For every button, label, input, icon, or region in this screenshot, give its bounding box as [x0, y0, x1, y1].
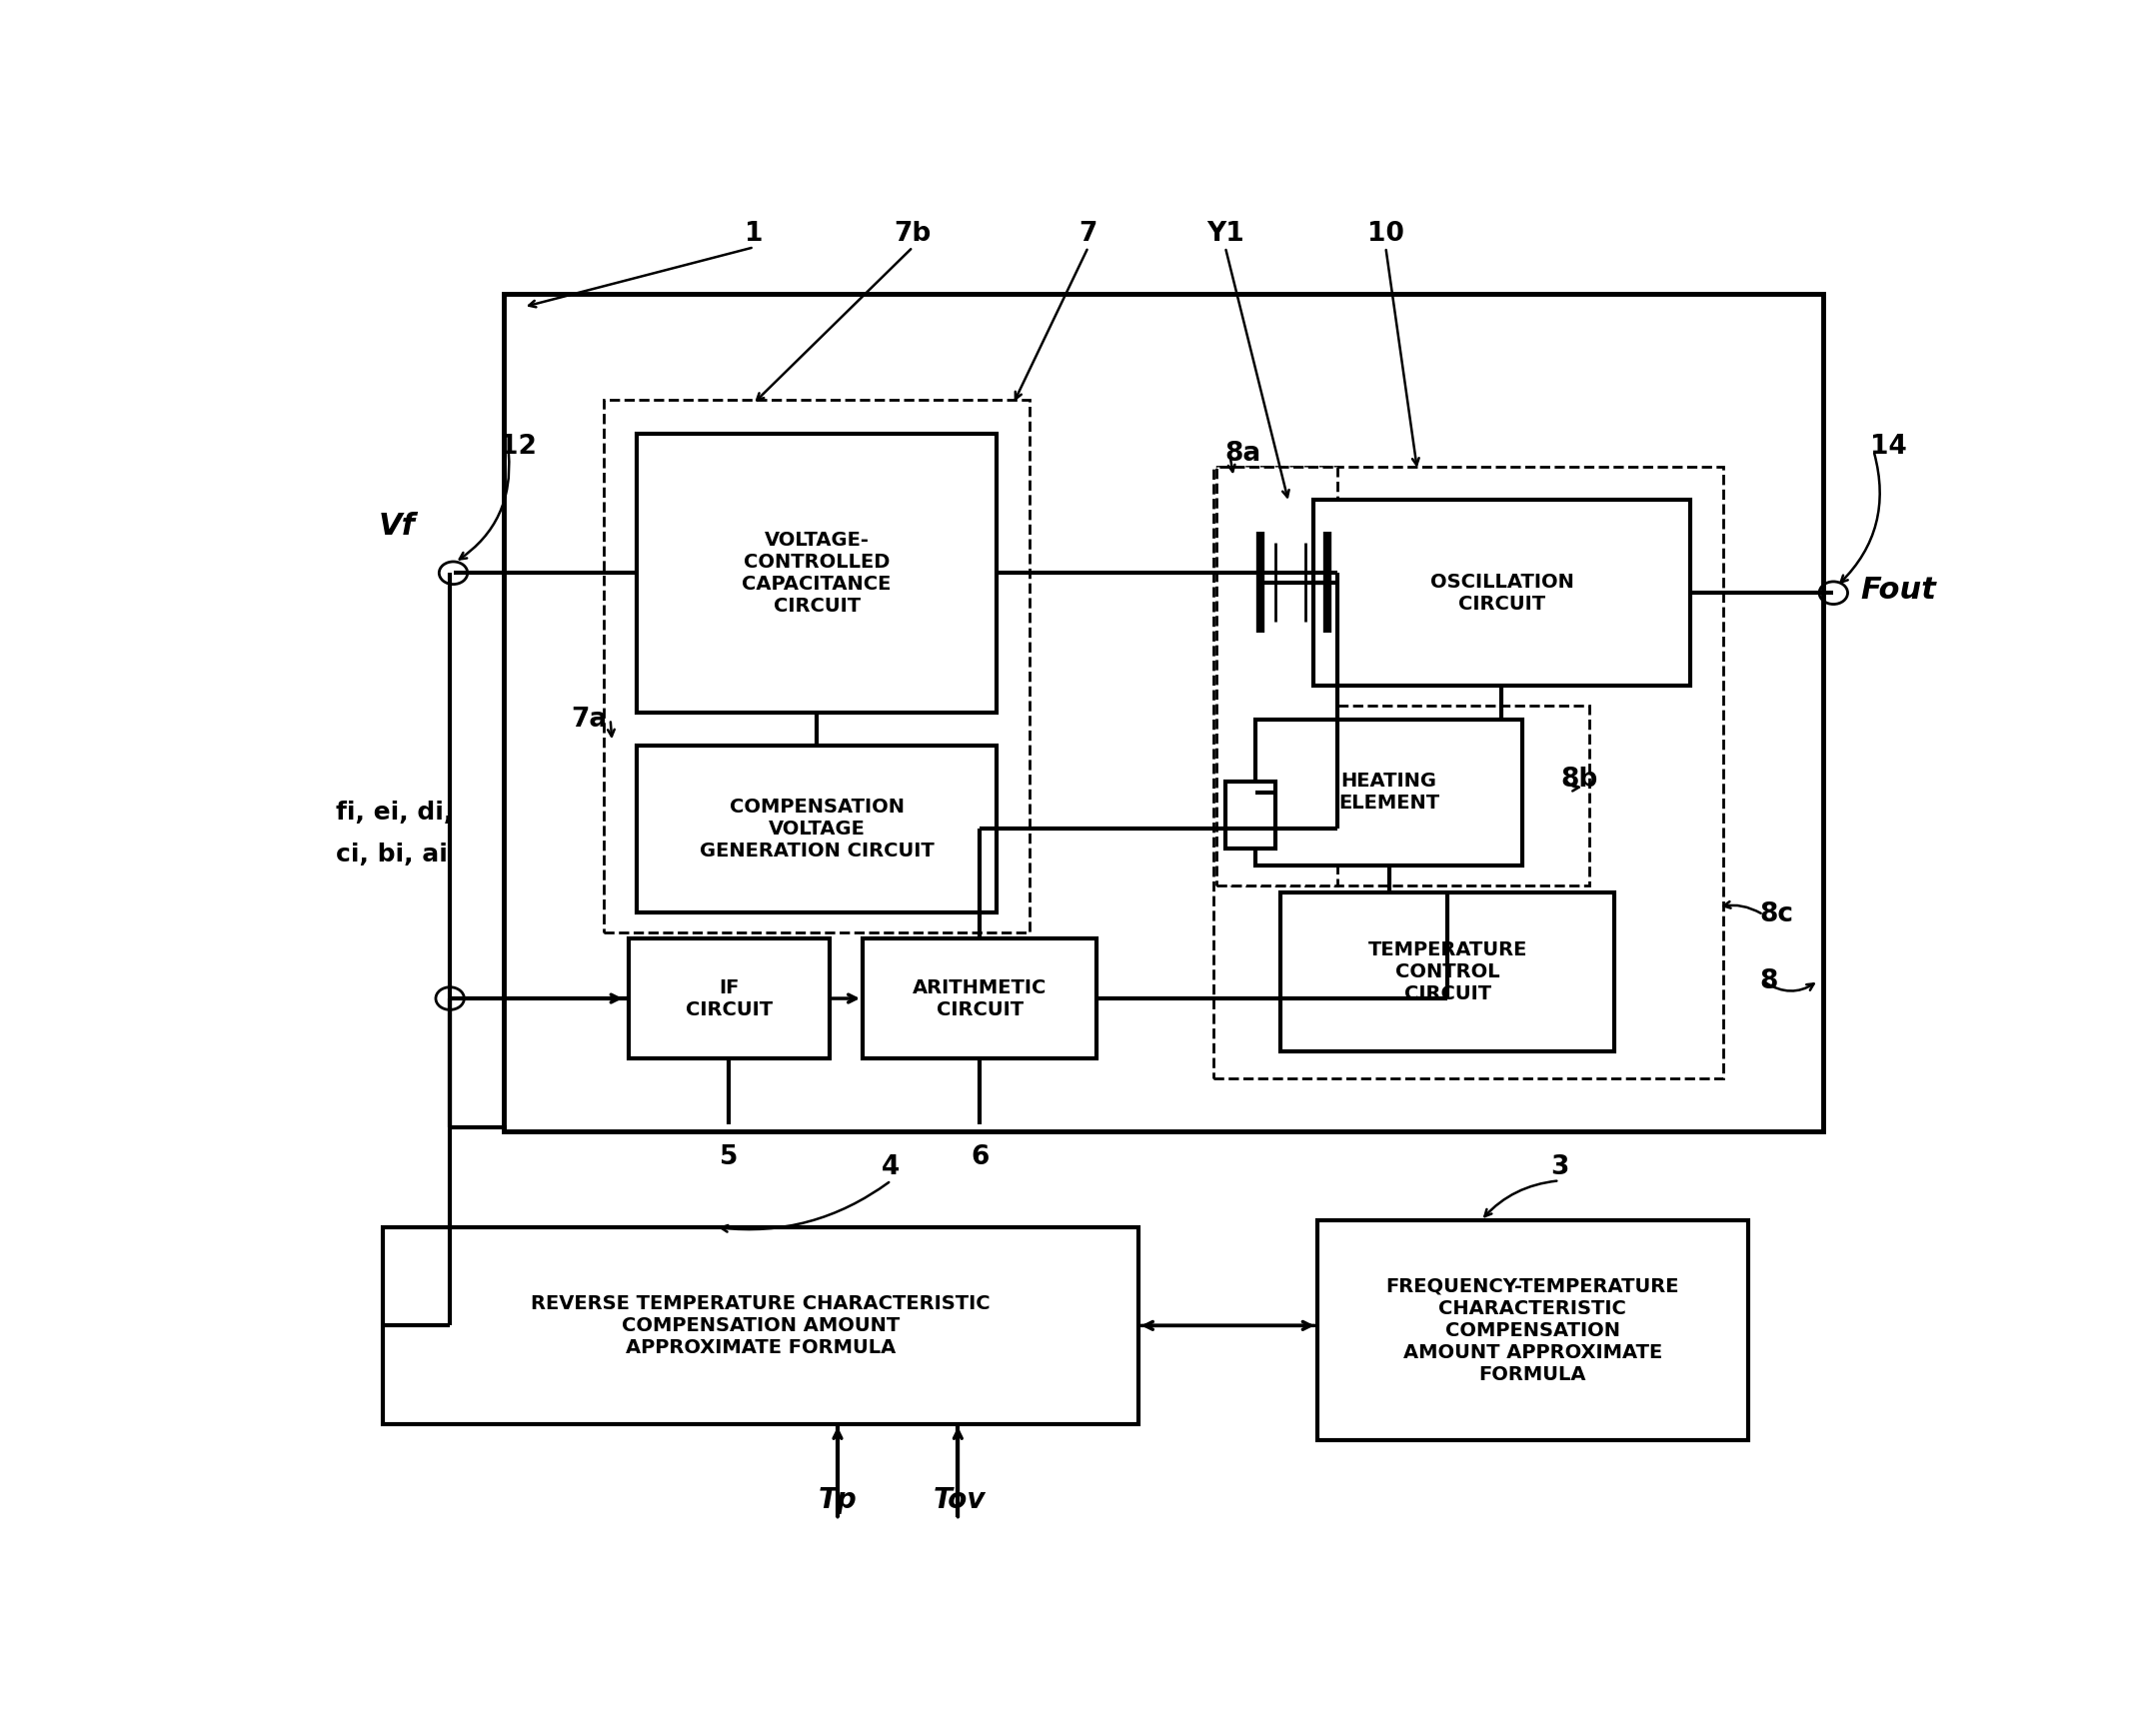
- Bar: [1317, 1221, 1749, 1440]
- Text: 8b: 8b: [1561, 767, 1598, 793]
- Bar: [1255, 718, 1522, 865]
- Text: Vf: Vf: [377, 511, 414, 541]
- Text: 10: 10: [1367, 221, 1404, 247]
- Bar: [630, 939, 830, 1059]
- Text: 3: 3: [1550, 1155, 1570, 1181]
- Bar: [1216, 466, 1337, 886]
- Bar: [1225, 782, 1276, 848]
- Text: 8: 8: [1759, 969, 1779, 995]
- Text: 5: 5: [720, 1145, 737, 1171]
- Text: Tov: Tov: [934, 1487, 985, 1515]
- Text: OSCILLATION
CIRCUIT: OSCILLATION CIRCUIT: [1429, 572, 1574, 613]
- Text: Fout: Fout: [1861, 575, 1936, 604]
- Bar: [1281, 893, 1615, 1052]
- Text: COMPENSATION
VOLTAGE
GENERATION CIRCUIT: COMPENSATION VOLTAGE GENERATION CIRCUIT: [699, 798, 934, 860]
- Text: 8a: 8a: [1225, 440, 1261, 466]
- Text: 4: 4: [882, 1155, 901, 1181]
- Text: 8c: 8c: [1759, 901, 1794, 927]
- Text: ci, bi, ai: ci, bi, ai: [336, 843, 448, 867]
- Text: fi, ei, di,: fi, ei, di,: [336, 800, 453, 824]
- Text: Tp: Tp: [819, 1487, 856, 1515]
- Bar: [604, 401, 1031, 933]
- Bar: [502, 294, 1824, 1131]
- Text: IF
CIRCUIT: IF CIRCUIT: [686, 977, 772, 1019]
- Bar: [862, 939, 1097, 1059]
- Text: 6: 6: [970, 1145, 990, 1171]
- Text: TEMPERATURE
CONTROL
CIRCUIT: TEMPERATURE CONTROL CIRCUIT: [1367, 941, 1526, 1003]
- Text: 12: 12: [500, 433, 537, 459]
- Text: FREQUENCY-TEMPERATURE
CHARACTERISTIC
COMPENSATION
AMOUNT APPROXIMATE
FORMULA: FREQUENCY-TEMPERATURE CHARACTERISTIC COM…: [1386, 1276, 1680, 1383]
- Text: HEATING
ELEMENT: HEATING ELEMENT: [1339, 772, 1440, 813]
- Text: ARITHMETIC
CIRCUIT: ARITHMETIC CIRCUIT: [912, 977, 1048, 1019]
- Text: Y1: Y1: [1207, 221, 1244, 247]
- Text: 7a: 7a: [571, 706, 608, 732]
- Text: 7: 7: [1078, 221, 1097, 247]
- Bar: [1231, 706, 1589, 886]
- Text: 14: 14: [1869, 433, 1906, 459]
- Bar: [1214, 466, 1723, 1078]
- Text: VOLTAGE-
CONTROLLED
CAPACITANCE
CIRCUIT: VOLTAGE- CONTROLLED CAPACITANCE CIRCUIT: [742, 530, 890, 615]
- Bar: [638, 746, 996, 912]
- Text: REVERSE TEMPERATURE CHARACTERISTIC
COMPENSATION AMOUNT
APPROXIMATE FORMULA: REVERSE TEMPERATURE CHARACTERISTIC COMPE…: [530, 1294, 990, 1357]
- Text: 7b: 7b: [895, 221, 931, 247]
- Text: 1: 1: [744, 221, 763, 247]
- Bar: [384, 1228, 1138, 1425]
- Bar: [1313, 499, 1690, 686]
- Bar: [638, 433, 996, 713]
